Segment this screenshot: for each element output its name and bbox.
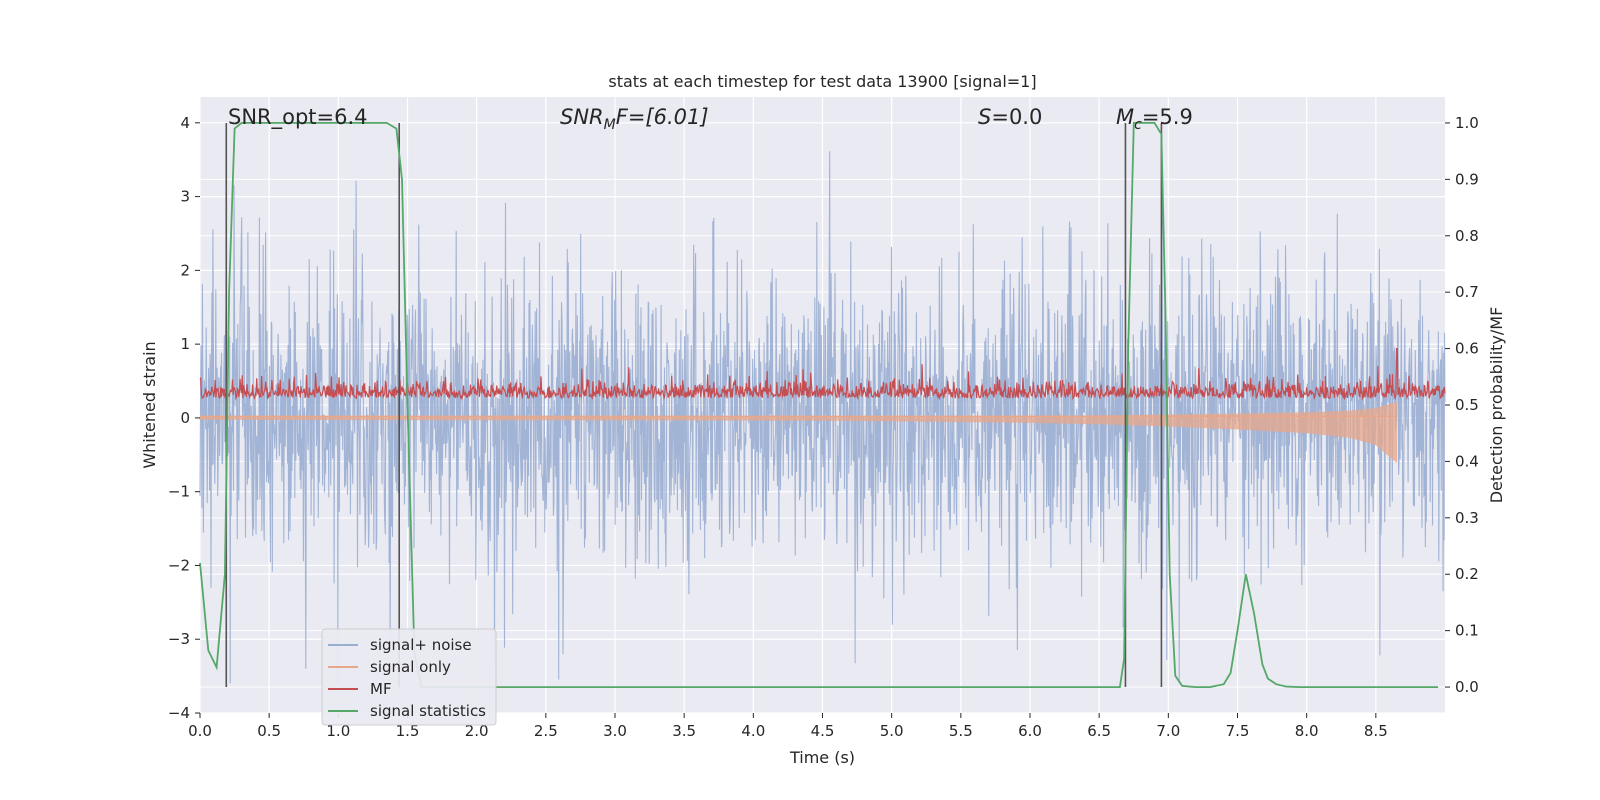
x-tick-label: 5.5: [949, 722, 973, 740]
x-tick-label: 2.5: [534, 722, 558, 740]
signal-noise-line: [199, 151, 1446, 684]
y-left-tick-label: 0: [180, 409, 190, 427]
x-tick-label: 4.5: [811, 722, 835, 740]
y-right-tick-label: 0.3: [1455, 509, 1479, 527]
y-right-tick-label: 0.4: [1455, 452, 1479, 470]
legend-box: [321, 628, 497, 726]
y-left-axis-label: Whitened strain: [140, 341, 159, 468]
legend-label: signal statistics: [370, 702, 486, 720]
x-tick-label: 3.5: [672, 722, 696, 740]
x-tick-label: 0.5: [257, 722, 281, 740]
legend-label: signal+ noise: [370, 636, 472, 654]
legend-label: MF: [370, 680, 392, 698]
x-tick-label: 7.0: [1156, 722, 1180, 740]
chart-title: stats at each timestep for test data 139…: [608, 72, 1036, 91]
y-left-tick-label: 2: [180, 261, 190, 279]
y-right-axis-label: Detection probability/MF: [1487, 307, 1506, 504]
annotation-chirp-mass: Mc=5.9: [1116, 105, 1193, 133]
x-tick-label: 4.0: [741, 722, 765, 740]
y-right-tick-label: 0.5: [1455, 396, 1479, 414]
legend-label: signal only: [370, 658, 451, 676]
x-tick-label: 1.0: [326, 722, 350, 740]
y-right-axis-ticks: 0.0 0.1 0.2 0.3 0.4 0.5 0.6 0.7 0.8 0.9 1.0: [1445, 114, 1479, 696]
x-tick-label: 1.5: [396, 722, 420, 740]
x-tick-label: 2.0: [465, 722, 489, 740]
signal-statistics-line: [199, 122, 1439, 688]
grid: [199, 97, 1445, 714]
vertical-markers: [225, 122, 1163, 688]
x-tick-label: 0.0: [188, 722, 212, 740]
annotations: SNR_opt=6.4 SNRMF=[6.01] S=0.0 Mc=5.9: [228, 105, 1193, 133]
y-right-tick-label: 1.0: [1455, 114, 1479, 132]
series-signal-statistics: [199, 122, 1439, 688]
y-left-tick-label: −3: [168, 630, 190, 648]
y-left-tick-label: −2: [168, 556, 190, 574]
annotation-s-value: S=0.0: [978, 105, 1042, 129]
y-left-tick-label: −4: [168, 704, 190, 722]
signal-only-fill: [199, 401, 1398, 464]
x-tick-label: 7.5: [1226, 722, 1250, 740]
y-right-tick-label: 0.1: [1455, 622, 1479, 640]
y-left-tick-label: −1: [168, 483, 190, 501]
y-left-axis-ticks: −4 −3 −2 −1 0 1 2 3 4: [168, 114, 200, 722]
x-tick-label: 8.5: [1364, 722, 1388, 740]
y-left-tick-label: 1: [180, 335, 190, 353]
y-right-tick-label: 0.8: [1455, 227, 1479, 245]
legend: signal+ noise signal only MF signal statist…: [321, 628, 497, 726]
x-tick-label: 8.0: [1295, 722, 1319, 740]
x-axis-label: Time (s): [789, 748, 855, 767]
y-right-tick-label: 0.9: [1455, 170, 1479, 188]
series-signal-noise: [199, 151, 1446, 684]
y-left-tick-label: 4: [180, 114, 190, 132]
annotation-snr-mf: SNRMF=[6.01]: [560, 105, 709, 133]
annotation-snr-opt: SNR_opt=6.4: [228, 105, 368, 130]
y-right-tick-label: 0.6: [1455, 340, 1479, 358]
y-right-tick-label: 0.0: [1455, 678, 1479, 696]
y-right-tick-label: 0.7: [1455, 283, 1479, 301]
x-tick-label: 6.5: [1087, 722, 1111, 740]
x-axis-ticks: 0.0 0.5 1.0 1.5 2.0 2.5 3.0 3.5 4.0 4.5 5.0 5.5 6.0 6…: [188, 713, 1388, 740]
x-tick-label: 6.0: [1018, 722, 1042, 740]
y-left-tick-label: 3: [180, 188, 190, 206]
y-right-tick-label: 0.2: [1455, 565, 1479, 583]
x-tick-label: 5.0: [880, 722, 904, 740]
x-tick-label: 3.0: [603, 722, 627, 740]
